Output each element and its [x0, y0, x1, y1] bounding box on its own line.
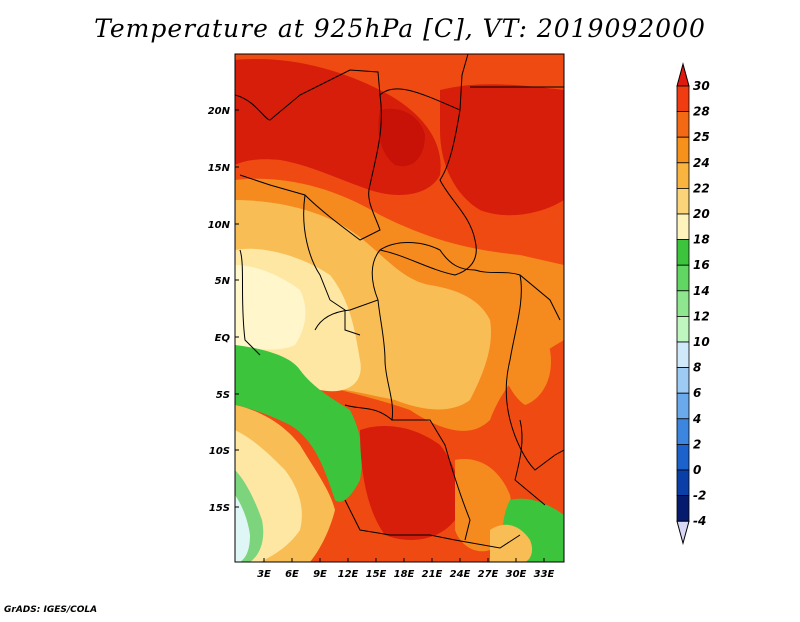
- colorbar-label: 2: [693, 437, 701, 451]
- colorbar-segment: [676, 187, 690, 215]
- colorbar-label: 24: [693, 156, 710, 170]
- colorbar-segment: [676, 290, 690, 317]
- colorbar-segment: [676, 367, 690, 394]
- colorbar-bottom-arrow: [676, 520, 690, 546]
- colorbar-label: 4: [692, 412, 701, 426]
- colorbar-segment: [676, 418, 690, 445]
- lat-tick: 5S: [216, 390, 230, 401]
- lon-tick: 33E: [534, 569, 555, 580]
- colorbar-label: 12: [693, 309, 710, 323]
- colorbar-top-arrow: [676, 62, 690, 87]
- colorbar-label: 30: [693, 79, 710, 93]
- colorbar-label: 20: [693, 207, 710, 221]
- lat-tick: 15N: [208, 163, 231, 174]
- lat-axis: 20N 15N 10N 5N EQ 5S 10S 15S: [208, 106, 231, 514]
- lat-tick: 10N: [208, 220, 231, 231]
- colorbar-segment: [676, 264, 690, 292]
- colorbar-segment: [676, 341, 690, 369]
- lon-tick: 27E: [478, 569, 499, 580]
- country-borders: [235, 54, 564, 549]
- lon-tick: 24E: [450, 569, 471, 580]
- map-frame: [234, 53, 565, 563]
- colorbar-label: 18: [693, 233, 710, 247]
- lon-tick: 9E: [313, 569, 327, 580]
- colorbar-segment: [676, 162, 690, 189]
- lon-tick: 3E: [257, 569, 271, 580]
- colorbar-segment: [676, 315, 690, 343]
- colorbar-label: -4: [693, 514, 706, 528]
- colorbar-label: 16: [693, 258, 710, 272]
- lon-axis: 3E 6E 9E 12E 15E 18E 21E 24E 27E 30E 33E: [257, 569, 554, 580]
- lat-tick: 10S: [209, 446, 230, 457]
- colorbar-label: 25: [693, 130, 710, 144]
- lon-tick: 6E: [285, 569, 299, 580]
- colorbar-label: 10: [693, 335, 710, 349]
- colorbar-label: 0: [693, 463, 701, 477]
- credit-text: GrADS: IGES/COLA: [4, 605, 98, 615]
- colorbar-segment: [676, 443, 690, 471]
- lon-tick: 15E: [366, 569, 387, 580]
- colorbar-label: 22: [693, 181, 710, 195]
- colorbar-segment: [676, 85, 690, 113]
- colorbar-segment: [676, 495, 690, 522]
- temperature-field: [235, 54, 564, 562]
- lon-tick: 18E: [394, 569, 415, 580]
- colorbar-segment: [676, 239, 690, 266]
- map-ticks: [235, 109, 545, 562]
- colorbar-segment: [676, 469, 690, 497]
- colorbar-segment: [676, 392, 690, 420]
- colorbar-segment: [676, 136, 690, 164]
- lat-tick: 20N: [208, 106, 231, 117]
- lon-tick: 21E: [422, 569, 443, 580]
- lat-tick: EQ: [215, 333, 231, 344]
- lat-tick: 5N: [215, 276, 231, 287]
- lon-tick: 30E: [506, 569, 527, 580]
- lon-tick: 12E: [338, 569, 359, 580]
- lat-tick: 15S: [209, 503, 230, 514]
- colorbar-label: 8: [693, 361, 701, 375]
- colorbar-label: 14: [693, 284, 710, 298]
- colorbar-label: -2: [693, 489, 706, 503]
- colorbar-label: 6: [693, 386, 701, 400]
- colorbar-segment: [676, 213, 690, 241]
- figure-title: Temperature at 925hPa [C], VT: 201909200…: [94, 14, 706, 43]
- colorbar-label: 28: [693, 105, 710, 119]
- colorbar-segment: [676, 111, 690, 138]
